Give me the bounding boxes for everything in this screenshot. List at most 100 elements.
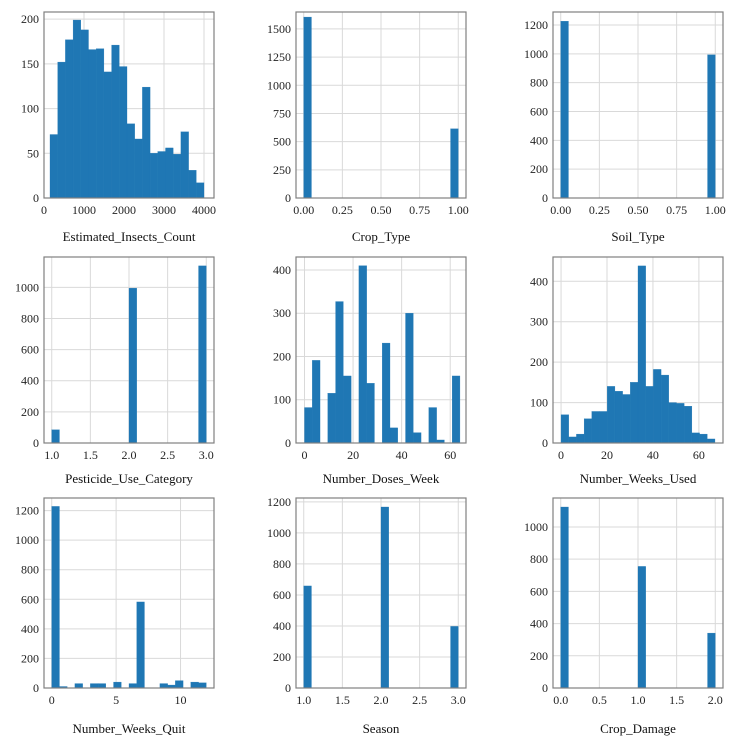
y-tick-label: 400 [530, 617, 548, 631]
y-tick-label: 400 [21, 622, 39, 636]
bar-estimated-insects-count-3 [72, 19, 81, 199]
x-axis-label: Pesticide_Use_Category [65, 471, 193, 486]
x-tick-label: 1.5 [83, 448, 98, 462]
bar-season-10 [380, 506, 389, 689]
y-tick-label: 150 [21, 57, 39, 71]
bar-estimated-insects-count-6 [96, 48, 105, 199]
y-tick-label: 100 [273, 393, 291, 407]
bar-estimated-insects-count-5 [88, 49, 97, 199]
x-tick-label: 0.75 [409, 203, 430, 217]
x-tick-label: 1.00 [448, 203, 469, 217]
bar-number-weeks-used-6 [607, 386, 616, 444]
x-tick-label: 1.00 [705, 203, 726, 217]
x-tick-label: 0.50 [628, 203, 649, 217]
bar-estimated-insects-count-8 [111, 44, 120, 199]
x-tick-label: 20 [347, 448, 359, 462]
y-tick-label: 400 [21, 374, 39, 388]
x-tick-label: 60 [444, 448, 456, 462]
histogram-season: 1.0 1.5 2.0 2.5 3.0 0 200 400 600 800 1000 1200 Seas… [267, 495, 467, 736]
x-tick-label: 0 [41, 203, 47, 217]
y-tick-label: 300 [273, 306, 291, 320]
x-tick-label: 40 [647, 448, 659, 462]
y-tick-label: 400 [273, 619, 291, 633]
bar-estimated-insects-count-11 [134, 138, 143, 199]
axes-frame [552, 256, 724, 444]
axes-frame [43, 11, 215, 199]
bar-number-weeks-used-13 [660, 374, 669, 444]
y-tick-label: 0 [542, 681, 548, 695]
bar-estimated-insects-count-19 [196, 182, 205, 199]
x-tick-label: 1.5 [335, 693, 350, 707]
bar-number-doses-week-10 [382, 342, 391, 444]
bar-estimated-insects-count-7 [103, 71, 112, 199]
axes-frame [295, 11, 467, 199]
x-tick-label: 60 [693, 448, 705, 462]
x-tick-label: 0.5 [592, 693, 607, 707]
bar-number-weeks-quit-16 [175, 680, 184, 689]
histogram-soil-type: 0.00 0.25 0.50 0.75 1.00 0 200 400 600 800 1000 120… [524, 11, 726, 244]
bar-number-doses-week-5 [343, 375, 352, 444]
bar-number-weeks-used-15 [676, 403, 685, 444]
histogram-crop-damage: 0.0 0.5 1.0 1.5 2.0 0 200 400 600 800 1000 Crop_Dam… [524, 497, 724, 736]
x-axis-label: Soil_Type [611, 229, 664, 244]
x-axis-label: Crop_Damage [600, 721, 676, 736]
x-tick-label: 0.00 [550, 203, 571, 217]
axes-frame [552, 497, 724, 689]
y-tick-label: 750 [273, 106, 291, 120]
x-tick-label: 2.0 [708, 693, 723, 707]
y-tick-label: 0 [285, 681, 291, 695]
y-tick-label: 1500 [267, 22, 291, 36]
bar-number-weeks-quit-3 [74, 683, 83, 689]
bar-number-weeks-quit-14 [159, 683, 168, 689]
bar-number-doses-week-7 [358, 265, 367, 444]
bar-estimated-insects-count-14 [157, 151, 166, 199]
y-tick-label: 200 [530, 162, 548, 176]
bar-number-weeks-quit-18 [190, 681, 199, 689]
bar-number-doses-week-19 [452, 375, 461, 444]
y-tick-label: 500 [273, 135, 291, 149]
bar-number-weeks-used-16 [684, 406, 693, 444]
bar-estimated-insects-count-15 [165, 147, 174, 199]
y-tick-label: 600 [21, 592, 39, 606]
x-tick-label: 0.00 [293, 203, 314, 217]
bar-number-doses-week-8 [366, 383, 375, 444]
bar-number-weeks-used-4 [591, 411, 600, 444]
x-tick-label: 1.0 [296, 693, 311, 707]
x-tick-label: 1000 [72, 203, 96, 217]
x-tick-label: 3.0 [451, 693, 466, 707]
x-tick-label: 20 [601, 448, 613, 462]
y-tick-label: 200 [530, 649, 548, 663]
bar-number-weeks-used-5 [599, 411, 608, 444]
y-tick-label: 1000 [267, 526, 291, 540]
y-tick-label: 0 [285, 436, 291, 450]
y-tick-label: 0 [33, 191, 39, 205]
y-tick-label: 400 [273, 263, 291, 277]
bar-number-weeks-quit-6 [97, 683, 106, 689]
bar-number-weeks-used-14 [668, 402, 677, 444]
bar-number-doses-week-16 [428, 407, 437, 444]
bar-number-weeks-used-1 [568, 436, 577, 444]
y-tick-label: 600 [21, 343, 39, 357]
bar-season-0 [303, 585, 312, 689]
bar-estimated-insects-count-18 [188, 170, 197, 199]
bar-crop-damage-19 [707, 632, 716, 689]
y-tick-label: 200 [21, 405, 39, 419]
y-tick-label: 1000 [524, 47, 548, 61]
x-tick-label: 0.25 [589, 203, 610, 217]
histogram-crop-type: 0.00 0.25 0.50 0.75 1.00 0 250 500 750 1000 1250 15… [267, 11, 469, 244]
y-tick-label: 600 [273, 588, 291, 602]
bar-number-weeks-quit-8 [113, 681, 122, 689]
y-tick-label: 200 [530, 355, 548, 369]
x-tick-label: 10 [175, 693, 187, 707]
bar-number-weeks-used-0 [560, 414, 569, 444]
axes-frame [43, 256, 215, 444]
bar-number-weeks-quit-19 [198, 682, 207, 689]
bar-number-doses-week-11 [389, 427, 398, 444]
x-tick-label: 1.0 [44, 448, 59, 462]
bar-crop-damage-10 [637, 566, 646, 689]
x-tick-label: 2.5 [160, 448, 175, 462]
bar-crop-type-19 [450, 128, 459, 199]
bar-number-weeks-used-18 [699, 433, 708, 444]
x-tick-label: 1.0 [631, 693, 646, 707]
